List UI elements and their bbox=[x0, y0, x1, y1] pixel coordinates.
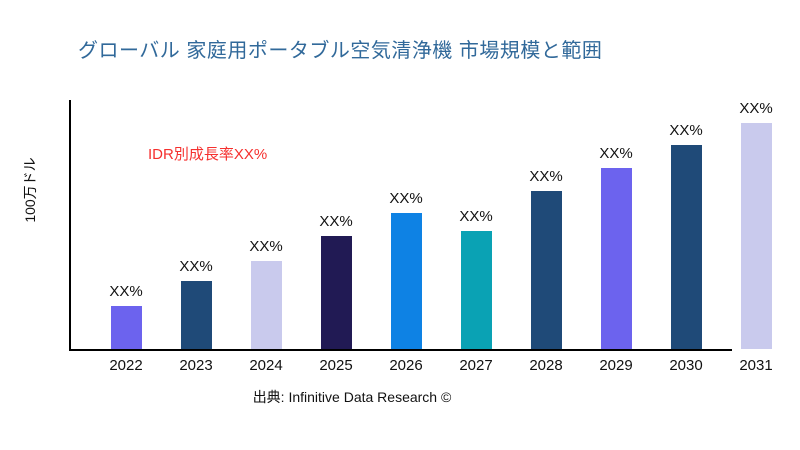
x-tick-2026: 2026 bbox=[389, 357, 423, 374]
bar-value-label-2030: XX% bbox=[669, 122, 703, 139]
bar-value-label-2029: XX% bbox=[599, 145, 633, 162]
bar-2027 bbox=[460, 231, 492, 349]
bar-2022 bbox=[110, 306, 142, 349]
x-tick-2030: 2030 bbox=[669, 357, 703, 374]
x-tick-2022: 2022 bbox=[109, 357, 143, 374]
x-axis-line bbox=[69, 349, 732, 351]
bar-value-label-2028: XX% bbox=[529, 168, 563, 185]
bar-value-label-2026: XX% bbox=[389, 190, 423, 207]
bar-2031 bbox=[740, 123, 772, 349]
bar-2023 bbox=[180, 281, 212, 349]
x-tick-2023: 2023 bbox=[179, 357, 213, 374]
growth-rate-annotation: IDR別成長率XX% bbox=[148, 146, 268, 163]
bar-value-label-2027: XX% bbox=[459, 208, 493, 225]
bar-2024 bbox=[250, 261, 282, 349]
bar-2030 bbox=[670, 145, 702, 349]
bar-value-label-2023: XX% bbox=[179, 258, 213, 275]
bar-2029 bbox=[600, 168, 632, 349]
bar-2026 bbox=[390, 213, 422, 349]
bar-value-label-2025: XX% bbox=[319, 213, 353, 230]
x-tick-2028: 2028 bbox=[529, 357, 563, 374]
bar-2025 bbox=[320, 236, 352, 349]
x-tick-2027: 2027 bbox=[459, 357, 493, 374]
x-tick-2025: 2025 bbox=[319, 357, 353, 374]
bar-2028 bbox=[530, 191, 562, 349]
x-tick-2029: 2029 bbox=[599, 357, 633, 374]
x-tick-2031: 2031 bbox=[739, 357, 773, 374]
y-axis-label: 100万ドル bbox=[22, 157, 38, 223]
source-text: 出典: Infinitive Data Research © bbox=[252, 389, 452, 405]
bar-value-label-2031: XX% bbox=[739, 100, 773, 117]
x-tick-2024: 2024 bbox=[249, 357, 283, 374]
bar-value-label-2024: XX% bbox=[249, 238, 283, 255]
y-axis-line bbox=[69, 100, 71, 350]
bar-value-label-2022: XX% bbox=[109, 283, 143, 300]
chart-title: グローバル 家庭用ポータブル空気清浄機 市場規模と範囲 bbox=[78, 40, 603, 62]
